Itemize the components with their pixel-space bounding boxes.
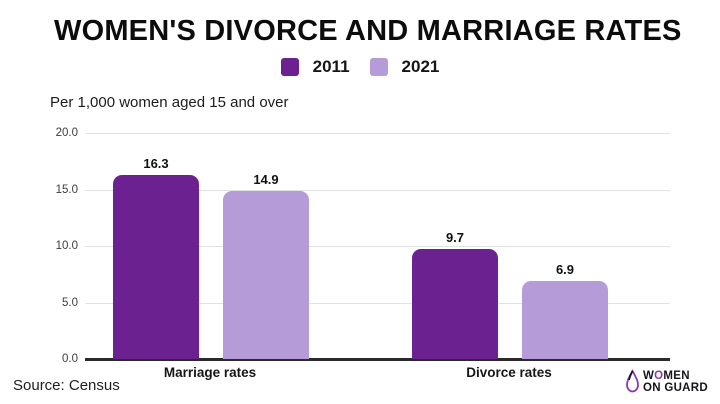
bar-value-label: 6.9 (555, 262, 575, 278)
source-note: Source: Census (13, 377, 120, 394)
legend-swatch-2021 (369, 58, 388, 76)
y-tick-label: 0.0 (62, 353, 78, 365)
legend: 2011 2021 (0, 57, 720, 77)
gridline (85, 302, 670, 304)
bar-value-label: 14.9 (253, 171, 279, 187)
bar-value-label: 16.3 (143, 155, 169, 171)
category-label: Divorce rates (466, 365, 552, 380)
bar-value-label: 9.7 (445, 230, 465, 246)
gridline (85, 246, 670, 247)
bar-2021-divorce (522, 281, 608, 359)
chart-subtitle: Per 1,000 women aged 15 and over (50, 94, 289, 111)
gridline (85, 133, 670, 134)
gridline (85, 189, 670, 191)
legend-label: 2011 (312, 57, 350, 76)
bar-2021-marriage (223, 190, 309, 359)
logo-purple-o: O (654, 369, 664, 382)
logo-line2: ON GUARD (642, 381, 708, 394)
women-on-guard-ribbon-icon (626, 369, 639, 393)
page-title: WOMEN'S DIVORCE AND MARRIAGE RATES (54, 15, 682, 47)
bar-2011-marriage (113, 174, 199, 359)
legend-label: 2021 (401, 57, 440, 76)
x-axis-line (85, 358, 670, 361)
legend-swatch-2011 (280, 58, 299, 76)
y-tick-label: 20.0 (55, 127, 78, 139)
logo-text: WOMEN ON GUARD (643, 370, 708, 394)
category-label: Marriage rates (163, 365, 257, 380)
y-tick-label: 10.0 (55, 240, 78, 252)
y-tick-label: 5.0 (62, 296, 78, 309)
logo: WOMEN ON GUARD (625, 369, 708, 394)
logo-line1: WOMEN (642, 369, 690, 382)
y-tick-label: 15.0 (55, 183, 78, 196)
bar-2011-divorce (412, 249, 498, 359)
legend-item-2021: 2021 (369, 57, 440, 77)
legend-item-2011: 2011 (280, 57, 350, 77)
